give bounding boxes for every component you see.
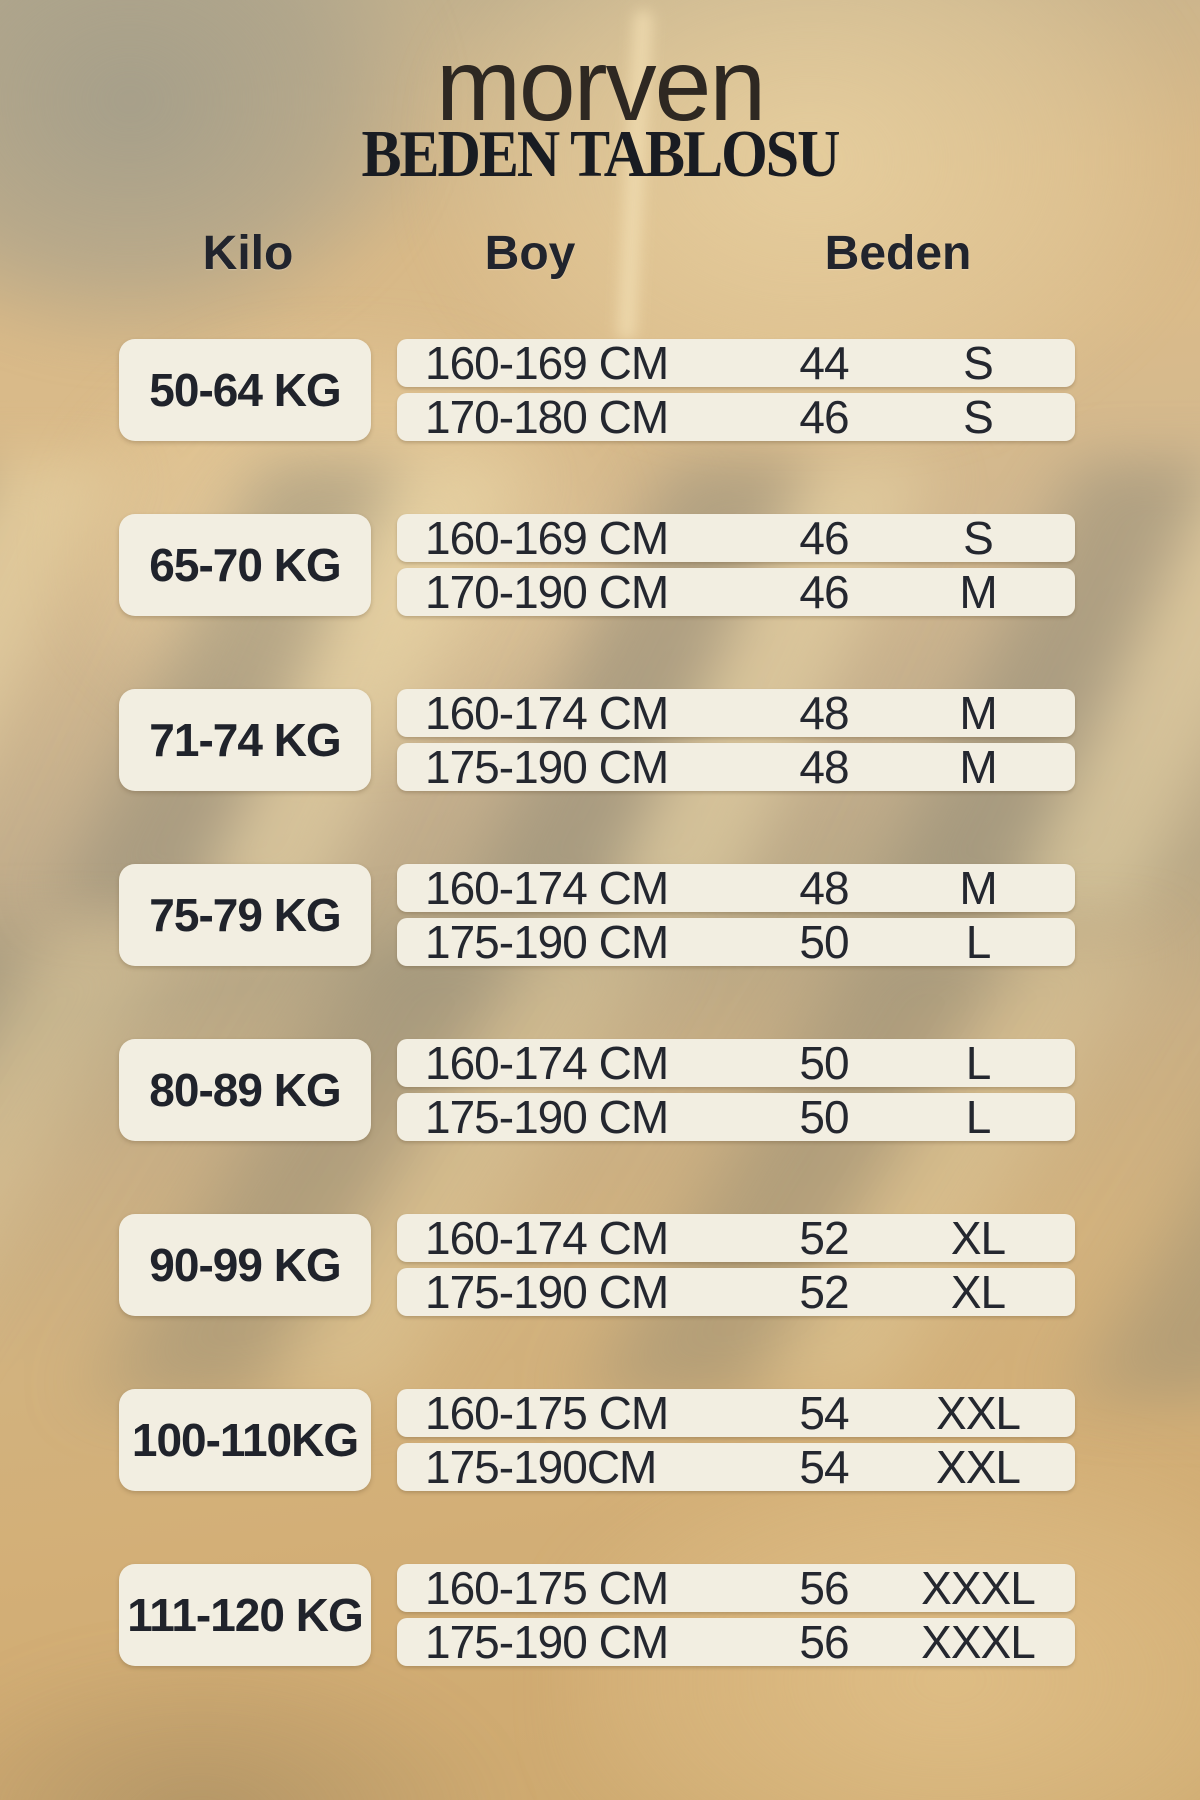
size-row: 160-175 CM 54 XXL (397, 1389, 1075, 1437)
size-number-cell: 46 (799, 566, 849, 618)
size-row: 170-190 CM 46 M (397, 568, 1075, 616)
size-letter-cell: S (963, 391, 994, 443)
size-number-cell: 48 (799, 862, 849, 914)
height-range-cell: 160-169 CM (425, 337, 669, 389)
size-row: 175-190 CM 48 M (397, 743, 1075, 791)
weight-group: 75-79 KG 160-174 CM 48 M 175-190 CM 50 L (0, 864, 1200, 966)
size-number-cell: 54 (799, 1441, 849, 1493)
column-header-beden: Beden (824, 227, 972, 280)
size-letter-cell: M (959, 566, 997, 618)
size-row: 175-190 CM 50 L (397, 1093, 1075, 1141)
size-number-cell: 52 (799, 1266, 849, 1318)
group-rows: 160-175 CM 54 XXL 175-190CM 54 XXL (397, 1389, 1075, 1497)
size-number-cell: 44 (799, 337, 849, 389)
height-range-cell: 175-190 CM (425, 741, 669, 793)
size-letter-cell: M (959, 687, 997, 739)
size-letter-cell: XL (950, 1212, 1006, 1264)
size-row: 175-190 CM 52 XL (397, 1268, 1075, 1316)
kilo-range-label: 111-120 KG (119, 1564, 371, 1666)
size-row: 160-174 CM 50 L (397, 1039, 1075, 1087)
group-rows: 160-174 CM 50 L 175-190 CM 50 L (397, 1039, 1075, 1147)
group-rows: 160-169 CM 44 S 170-180 CM 46 S (397, 339, 1075, 447)
size-letter-cell: S (963, 512, 994, 564)
weight-group: 111-120 KG 160-175 CM 56 XXXL 175-190 CM… (0, 1564, 1200, 1666)
height-range-cell: 160-174 CM (425, 1037, 669, 1089)
kilo-range-label: 90-99 KG (119, 1214, 371, 1316)
group-rows: 160-175 CM 56 XXXL 175-190 CM 56 XXXL (397, 1564, 1075, 1672)
size-number-cell: 48 (799, 741, 849, 793)
size-number-cell: 50 (799, 1091, 849, 1143)
size-letter-cell: S (963, 337, 994, 389)
size-letter-cell: M (959, 741, 997, 793)
size-letter-cell: XXXL (921, 1562, 1036, 1614)
size-letter-cell: L (965, 1037, 992, 1089)
height-range-cell: 160-174 CM (425, 687, 669, 739)
group-rows: 160-174 CM 52 XL 175-190 CM 52 XL (397, 1214, 1075, 1322)
kilo-range-label: 71-74 KG (119, 689, 371, 791)
size-number-cell: 52 (799, 1212, 849, 1264)
size-number-cell: 50 (799, 916, 849, 968)
height-range-cell: 160-175 CM (425, 1387, 669, 1439)
size-row: 160-175 CM 56 XXXL (397, 1564, 1075, 1612)
size-row: 160-169 CM 46 S (397, 514, 1075, 562)
size-letter-cell: XXL (936, 1441, 1021, 1493)
height-range-cell: 175-190 CM (425, 1266, 669, 1318)
brand-logo-text: morven (435, 28, 766, 142)
size-number-cell: 56 (799, 1616, 849, 1668)
size-row: 160-174 CM 48 M (397, 689, 1075, 737)
background-shape (0, 930, 1200, 1400)
size-number-cell: 46 (799, 512, 849, 564)
weight-group: 71-74 KG 160-174 CM 48 M 175-190 CM 48 M (0, 689, 1200, 791)
height-range-cell: 160-174 CM (425, 862, 669, 914)
weight-group: 100-110KG 160-175 CM 54 XXL 175-190CM 54… (0, 1389, 1200, 1491)
height-range-cell: 160-169 CM (425, 512, 669, 564)
size-row: 160-174 CM 52 XL (397, 1214, 1075, 1262)
size-letter-cell: XL (950, 1266, 1006, 1318)
size-letter-cell: L (965, 916, 992, 968)
size-number-cell: 54 (799, 1387, 849, 1439)
size-row: 160-169 CM 44 S (397, 339, 1075, 387)
height-range-cell: 170-180 CM (425, 391, 669, 443)
size-row: 175-190 CM 50 L (397, 918, 1075, 966)
size-letter-cell: XXXL (921, 1616, 1036, 1668)
kilo-range-label: 75-79 KG (119, 864, 371, 966)
column-header-kilo: Kilo (202, 227, 294, 280)
size-number-cell: 46 (799, 391, 849, 443)
group-rows: 160-169 CM 46 S 170-190 CM 46 M (397, 514, 1075, 622)
height-range-cell: 175-190 CM (425, 916, 669, 968)
height-range-cell: 160-175 CM (425, 1562, 669, 1614)
height-range-cell: 175-190 CM (425, 1616, 669, 1668)
size-row: 170-180 CM 46 S (397, 393, 1075, 441)
size-letter-cell: L (965, 1091, 992, 1143)
kilo-range-label: 100-110KG (119, 1389, 371, 1491)
kilo-range-label: 65-70 KG (119, 514, 371, 616)
kilo-range-label: 50-64 KG (119, 339, 371, 441)
weight-group: 80-89 KG 160-174 CM 50 L 175-190 CM 50 L (0, 1039, 1200, 1141)
column-header-boy: Boy (484, 227, 576, 280)
chart-title: BEDEN TABLOSU (361, 116, 841, 191)
weight-group: 90-99 KG 160-174 CM 52 XL 175-190 CM 52 … (0, 1214, 1200, 1316)
size-number-cell: 50 (799, 1037, 849, 1089)
size-letter-cell: M (959, 862, 997, 914)
size-number-cell: 48 (799, 687, 849, 739)
kilo-range-label: 80-89 KG (119, 1039, 371, 1141)
size-number-cell: 56 (799, 1562, 849, 1614)
size-row: 175-190CM 54 XXL (397, 1443, 1075, 1491)
table-header-row: Kilo Boy Beden (0, 224, 1200, 284)
size-row: 175-190 CM 56 XXXL (397, 1618, 1075, 1666)
group-rows: 160-174 CM 48 M 175-190 CM 50 L (397, 864, 1075, 972)
height-range-cell: 170-190 CM (425, 566, 669, 618)
size-letter-cell: XXL (936, 1387, 1021, 1439)
size-row: 160-174 CM 48 M (397, 864, 1075, 912)
height-range-cell: 160-174 CM (425, 1212, 669, 1264)
weight-group: 65-70 KG 160-169 CM 46 S 170-190 CM 46 M (0, 514, 1200, 616)
height-range-cell: 175-190CM (425, 1441, 657, 1493)
group-rows: 160-174 CM 48 M 175-190 CM 48 M (397, 689, 1075, 797)
height-range-cell: 175-190 CM (425, 1091, 669, 1143)
weight-group: 50-64 KG 160-169 CM 44 S 170-180 CM 46 S (0, 339, 1200, 441)
